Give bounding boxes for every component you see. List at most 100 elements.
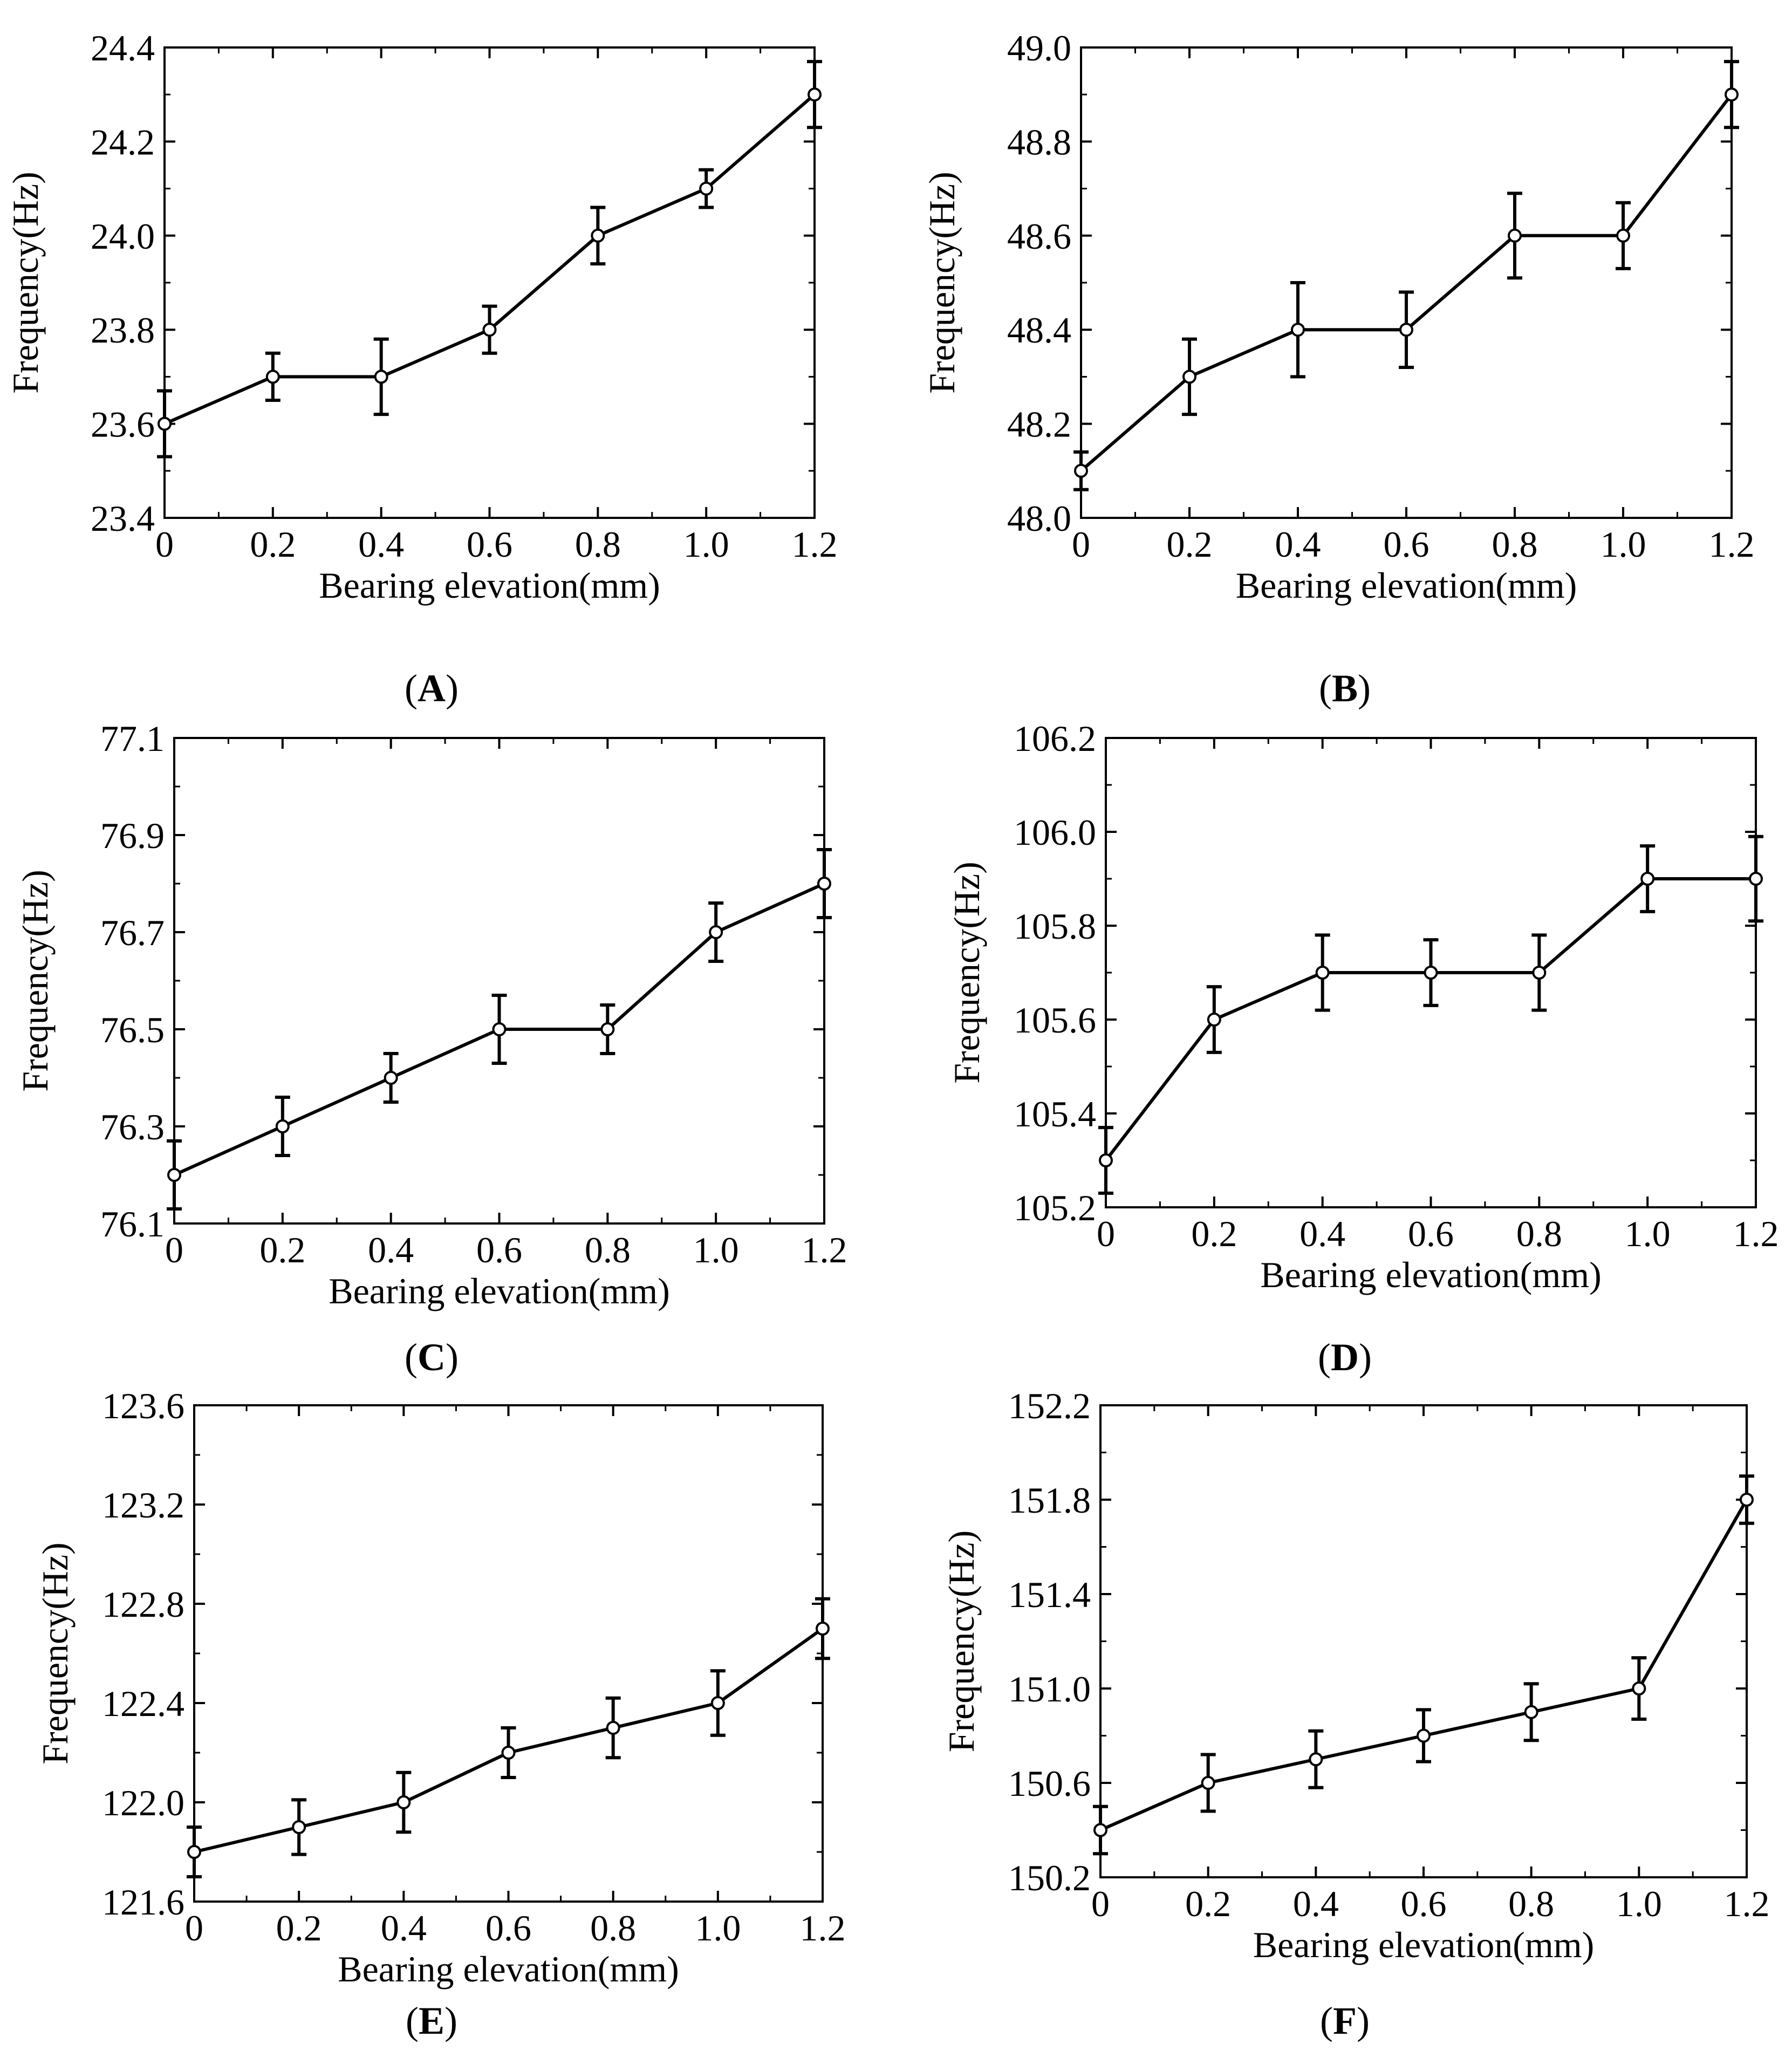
plot-frame (1080, 46, 1733, 519)
x-tick-label: 0.2 (259, 1229, 305, 1270)
x-tick-label: 0.4 (368, 1229, 414, 1270)
y-tick-label: 122.4 (102, 1683, 184, 1724)
data-point (292, 1820, 306, 1834)
x-tick-label: 0.4 (381, 1908, 427, 1949)
y-tick-label: 77.1 (100, 718, 165, 759)
y-tick-label: 106.2 (1014, 718, 1096, 759)
data-point (1524, 1705, 1538, 1719)
y-tick-label: 76.7 (100, 912, 165, 953)
x-tick-label: 0 (185, 1908, 203, 1949)
data-point (606, 1721, 620, 1735)
chart-panel-c: 76.1 76.3 76.5 76.7 76.9 77.1 0 0.2 0.4 0.6 0.8 1.0… (15, 718, 847, 1379)
data-point (1749, 872, 1763, 886)
series-line (163, 93, 816, 426)
series-line (1104, 877, 1756, 1161)
y-axis-label: Frequency(Hz) (941, 1530, 982, 1753)
data-point (187, 1845, 201, 1859)
x-tick-label: 1.0 (1625, 1213, 1671, 1254)
x-tick-label: 0.8 (590, 1908, 636, 1949)
x-tick-label: 0 (1097, 1213, 1115, 1254)
x-tick-label: 0.4 (1293, 1883, 1339, 1924)
data-point (1074, 463, 1088, 478)
y-axis-label: Frequency(Hz) (921, 172, 962, 394)
x-tick-label: 0.8 (575, 524, 621, 565)
y-tick-label: 123.6 (102, 1385, 184, 1426)
x-tick-label: 0.6 (1408, 1213, 1454, 1254)
x-tick-label: 0.6 (467, 524, 512, 565)
y-tick-label: 76.9 (100, 815, 165, 856)
data-point (1315, 966, 1330, 980)
x-tick-label: 0.6 (485, 1908, 531, 1949)
data-point (699, 181, 714, 196)
plot-frame (173, 737, 825, 1225)
x-tick-label: 1.2 (1709, 524, 1755, 565)
y-tick-label: 76.1 (100, 1204, 165, 1245)
y-tick-label: 151.8 (1008, 1480, 1091, 1521)
chart-panel-d: 105.2 105.4 105.6 105.8 106.0 106.2 0 0.2 0.4 0.6… (946, 718, 1779, 1379)
x-tick-label: 0.4 (1299, 1213, 1345, 1254)
data-point (1740, 1493, 1754, 1507)
x-tick-label: 1.0 (683, 524, 729, 565)
x-tick-label: 1.2 (802, 1229, 847, 1270)
data-point (1725, 87, 1739, 102)
panel-caption: (F) (1320, 1999, 1370, 2042)
panel-caption: (C) (405, 1336, 459, 1379)
data-point (816, 1622, 830, 1636)
plot-frame (163, 46, 816, 519)
data-point (492, 1022, 507, 1036)
y-tick-label: 106.0 (1014, 812, 1096, 853)
panel-caption: (A) (405, 667, 459, 710)
x-tick-label: 0.6 (1401, 1883, 1447, 1924)
x-tick-label: 0.2 (250, 524, 296, 565)
x-tick-label: 0.8 (1508, 1883, 1554, 1924)
x-axis-label: Bearing elevation(mm) (1260, 1254, 1602, 1295)
panel-caption: (B) (1319, 667, 1371, 710)
plot-frame (1099, 1404, 1748, 1878)
x-tick-label: 0.8 (1516, 1213, 1562, 1254)
chart-panel-b: 48.0 48.2 48.4 48.6 48.8 49.0 0 0.2 0.4 0.6 0.8 1.0… (921, 28, 1755, 710)
y-tick-label: 105.6 (1014, 1000, 1096, 1041)
data-point (817, 877, 831, 891)
data-point (1099, 1153, 1113, 1167)
data-point (1424, 966, 1438, 980)
y-tick-label: 121.6 (102, 1882, 184, 1923)
data-point (1201, 1776, 1215, 1790)
data-point (1399, 323, 1413, 337)
y-axis-label: Frequency(Hz) (946, 862, 987, 1084)
data-point (158, 416, 172, 431)
y-tick-label: 105.4 (1014, 1093, 1096, 1134)
y-tick-label: 122.0 (102, 1782, 184, 1823)
data-point (1309, 1752, 1323, 1767)
x-axis-label: Bearing elevation(mm) (338, 1949, 679, 1990)
data-point (1532, 966, 1547, 980)
y-tick-label: 48.2 (1007, 404, 1071, 445)
x-tick-label: 0 (165, 1229, 183, 1270)
x-tick-label: 0.8 (585, 1229, 631, 1270)
y-tick-label: 150.2 (1008, 1857, 1091, 1898)
x-tick-label: 1.2 (800, 1908, 846, 1949)
y-tick-label: 105.2 (1014, 1187, 1096, 1228)
data-point (384, 1071, 398, 1085)
y-tick-label: 23.6 (91, 404, 155, 445)
y-tick-label: 123.2 (102, 1485, 184, 1526)
data-point (167, 1168, 181, 1182)
data-point (1207, 1013, 1221, 1027)
x-tick-label: 1.2 (792, 524, 838, 565)
x-tick-label: 0.6 (476, 1229, 522, 1270)
chart-panel-f: 150.2 150.6 151.0 151.4 151.8 152.2 0 0.2 0.4 0.6… (941, 1385, 1770, 2042)
x-axis-label: Bearing elevation(mm) (1236, 565, 1577, 606)
y-axis-label: Frequency(Hz) (35, 1542, 76, 1765)
data-point (1093, 1823, 1107, 1837)
x-tick-label: 0.2 (1167, 524, 1213, 565)
data-point (1182, 370, 1196, 384)
series-line (1080, 93, 1733, 473)
y-tick-label: 152.2 (1008, 1385, 1091, 1426)
y-tick-label: 24.0 (91, 216, 155, 257)
data-point (591, 228, 605, 243)
data-point (808, 87, 822, 102)
data-point (265, 370, 280, 384)
y-tick-label: 150.6 (1008, 1763, 1091, 1804)
y-tick-label: 48.0 (1007, 498, 1071, 539)
y-tick-label: 122.8 (102, 1584, 184, 1625)
data-point (396, 1795, 411, 1809)
